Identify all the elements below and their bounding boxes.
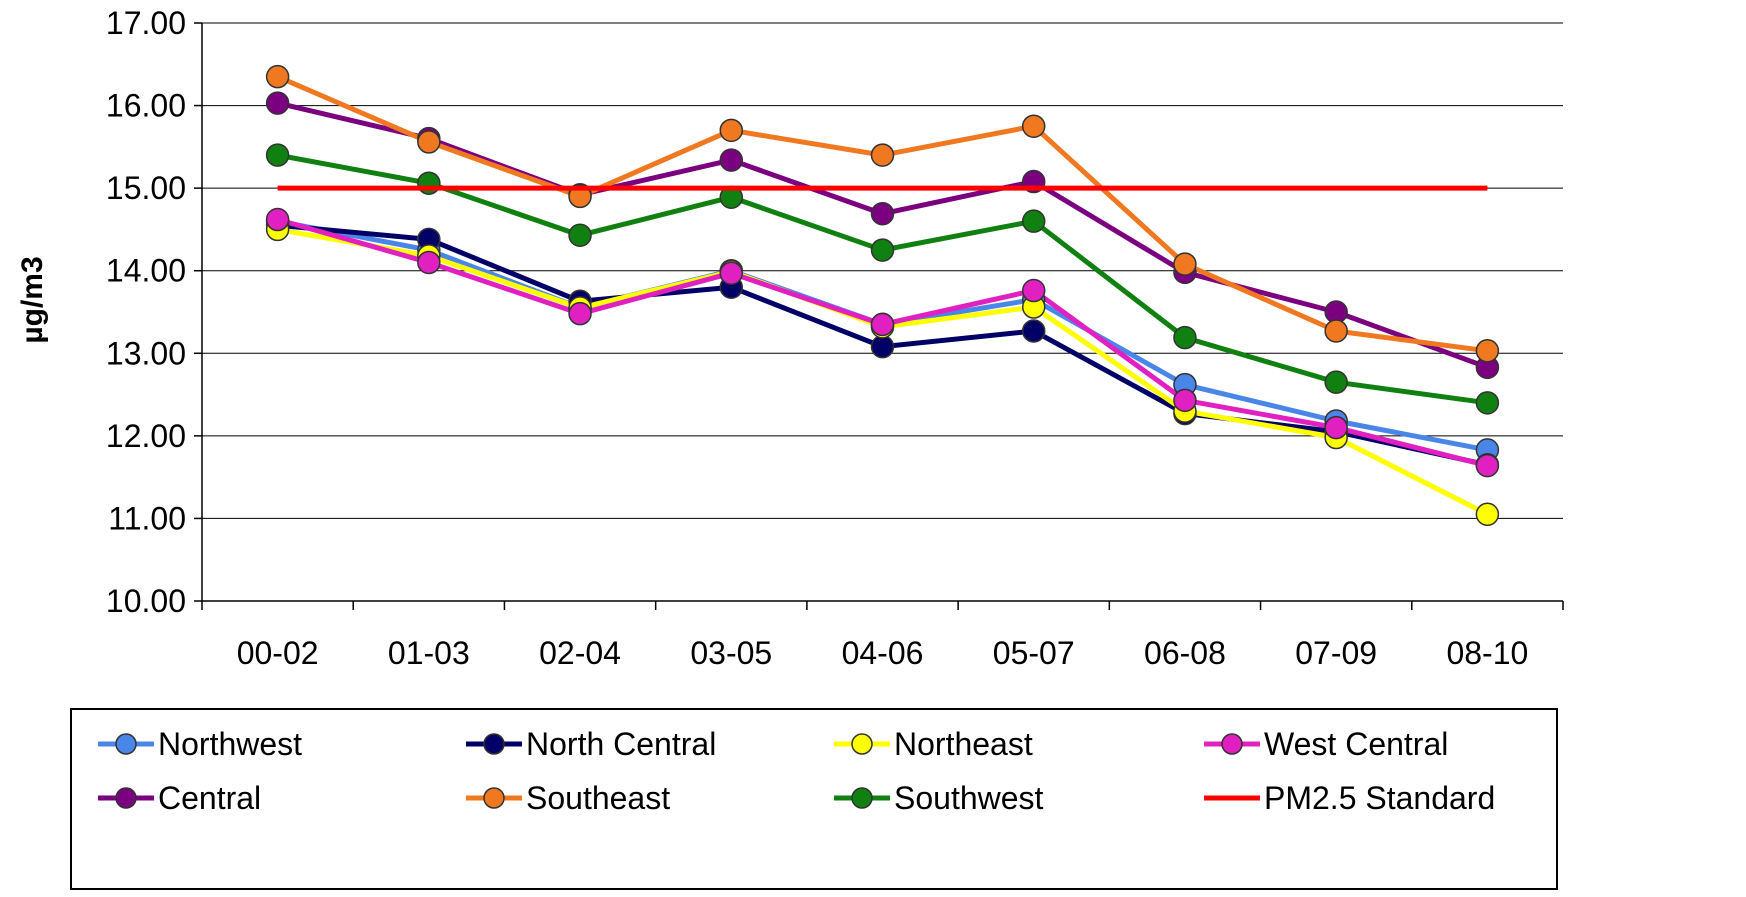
legend-swatch-southwest: [832, 778, 892, 818]
data-point-southeast: [1174, 253, 1196, 275]
legend-swatch-west-central: [1202, 724, 1262, 764]
x-tick-label: 04-06: [842, 635, 924, 671]
data-point-west-central: [872, 313, 894, 335]
legend-item-northeast: Northeast: [832, 720, 1033, 768]
y-tick-label: 10.00: [106, 583, 186, 619]
legend-item-southwest: Southwest: [832, 774, 1043, 822]
chart-legend: Northwest North Central Northeast West Cent…: [70, 708, 1558, 890]
legend-item-west-central: West Central: [1202, 720, 1448, 768]
gridlines: [202, 23, 1563, 518]
legend-label: Southwest: [894, 780, 1043, 817]
legend-swatch-southeast: [464, 778, 524, 818]
y-axis-label: µg/m3: [16, 256, 49, 343]
data-point-southeast: [418, 131, 440, 153]
data-point-southeast: [1023, 115, 1045, 137]
data-point-southwest: [872, 239, 894, 261]
data-point-southwest: [267, 144, 289, 166]
data-point-northeast: [1476, 503, 1498, 525]
data-point-southeast: [267, 66, 289, 88]
legend-swatch-north-central: [464, 724, 524, 764]
x-tick-label: 03-05: [690, 635, 772, 671]
data-point-southeast: [872, 144, 894, 166]
data-point-west-central: [569, 303, 591, 325]
legend-item-southeast: Southeast: [464, 774, 670, 822]
legend-swatch-central: [96, 778, 156, 818]
legend-swatch-pm2-5-standard: [1202, 778, 1262, 818]
series-lines: [278, 77, 1488, 515]
data-point-southeast: [1325, 320, 1347, 342]
data-point-central: [267, 92, 289, 114]
x-tick-label: 07-09: [1295, 635, 1377, 671]
legend-label: North Central: [526, 726, 716, 763]
data-point-southeast: [1476, 340, 1498, 362]
legend-label: PM2.5 Standard: [1264, 780, 1495, 817]
legend-label: Central: [158, 780, 261, 817]
data-point-southwest: [1174, 327, 1196, 349]
legend-item-northwest: Northwest: [96, 720, 302, 768]
series-markers: [267, 66, 1499, 526]
data-point-southwest: [1476, 392, 1498, 414]
y-tick-label: 12.00: [106, 418, 186, 454]
legend-label: Northwest: [158, 726, 302, 763]
y-tick-label: 11.00: [108, 500, 186, 536]
y-tick-label: 16.00: [106, 88, 186, 124]
y-tick-label: 17.00: [106, 5, 186, 41]
data-point-southwest: [418, 172, 440, 194]
data-point-north-central: [1023, 320, 1045, 342]
data-point-central: [872, 203, 894, 225]
legend-swatch-northwest: [96, 724, 156, 764]
legend-item-north-central: North Central: [464, 720, 716, 768]
legend-item-central: Central: [96, 774, 261, 822]
data-point-north-central: [872, 336, 894, 358]
tick-labels: 10.00 11.00 12.00 13.00 14.00 15.00 16.00 17.00…: [106, 5, 1528, 671]
data-point-southeast: [720, 119, 742, 141]
data-point-west-central: [418, 251, 440, 273]
x-tick-label: 02-04: [539, 635, 621, 671]
data-point-southwest: [1325, 371, 1347, 393]
data-point-southwest: [1023, 210, 1045, 232]
x-tick-label: 08-10: [1446, 635, 1528, 671]
y-tick-label: 13.00: [106, 335, 186, 371]
data-point-west-central: [1476, 455, 1498, 477]
data-point-central: [720, 149, 742, 171]
x-tick-label: 05-07: [993, 635, 1075, 671]
legend-item-pm2-5-standard: PM2.5 Standard: [1202, 774, 1495, 822]
data-point-west-central: [1023, 280, 1045, 302]
x-tick-label: 06-08: [1144, 635, 1226, 671]
series-line-southwest: [278, 155, 1488, 403]
legend-swatch-northeast: [832, 724, 892, 764]
data-point-west-central: [1325, 417, 1347, 439]
y-tick-label: 15.00: [106, 170, 186, 206]
data-point-southwest: [569, 224, 591, 246]
data-point-west-central: [720, 262, 742, 284]
x-tick-label: 00-02: [237, 635, 319, 671]
chart-plot-svg: 10.00 11.00 12.00 13.00 14.00 15.00 16.00 17.00…: [0, 0, 1746, 700]
y-tick-label: 14.00: [106, 253, 186, 289]
data-point-west-central: [1174, 389, 1196, 411]
legend-label: West Central: [1264, 726, 1448, 763]
legend-label: Southeast: [526, 780, 670, 817]
data-point-west-central: [267, 209, 289, 231]
x-tick-label: 01-03: [388, 635, 470, 671]
legend-label: Northeast: [894, 726, 1033, 763]
